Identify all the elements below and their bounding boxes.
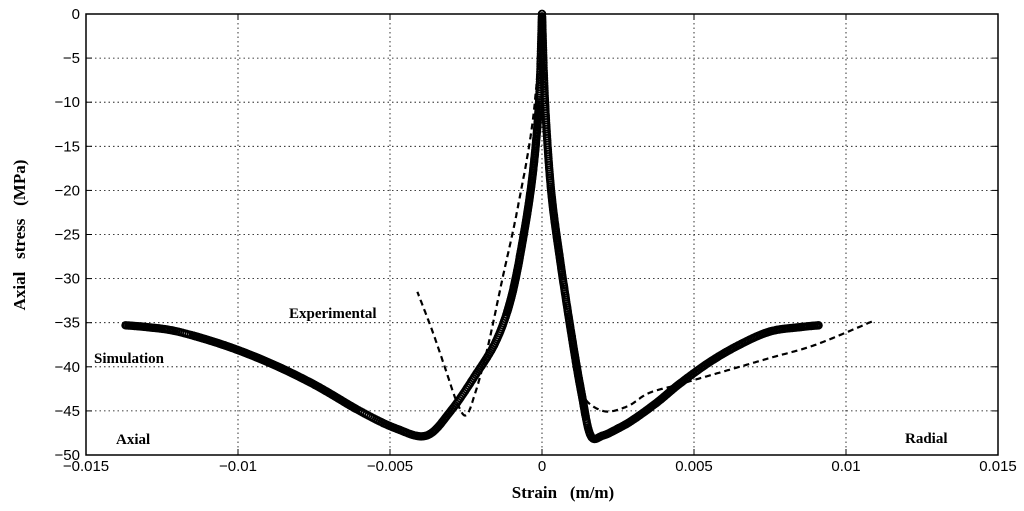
axis-ticks: −0.015 −0.01 −0.005 0 0.005 0.01 0.015 0 −5 −10 −1… [55, 6, 1017, 475]
simulation-annotation: Simulation [94, 351, 165, 367]
x-tick-label: 0.015 [979, 458, 1017, 475]
x-tick-label: −0.015 [63, 458, 109, 475]
simulation-point [539, 66, 548, 75]
simulation-point [121, 321, 130, 330]
y-tick-label: 0 [72, 6, 80, 23]
y-tick-label: −50 [55, 447, 80, 464]
simulation-point [539, 60, 548, 70]
plot-series [121, 9, 874, 444]
x-axis-label: Strain (m/m) [512, 483, 614, 502]
y-tick-label: −40 [55, 359, 80, 376]
y-tick-label: −15 [55, 138, 80, 155]
simulation-point [539, 71, 549, 80]
series-simulation-axial [121, 9, 547, 441]
simulation-point [814, 321, 823, 330]
y-tick-label: −35 [55, 315, 80, 332]
y-tick-label: −25 [55, 227, 80, 244]
y-tick-label: −5 [63, 50, 80, 67]
radial-annotation: Radial [905, 431, 948, 447]
experimental-curve [540, 13, 874, 413]
x-tick-label: 0.005 [675, 458, 713, 475]
y-axis-label: Axial stress (MPa) [10, 160, 29, 311]
experimental-annotation: Experimental [289, 306, 377, 322]
y-tick-label: −20 [55, 182, 80, 199]
series-experimental-radial [540, 13, 874, 413]
series-simulation-radial [537, 9, 823, 444]
axial-annotation: Axial [116, 432, 150, 448]
x-tick-label: −0.01 [219, 458, 257, 475]
y-tick-label: −10 [55, 94, 80, 111]
simulation-point [539, 63, 548, 73]
x-tick-label: 0 [538, 458, 546, 475]
y-tick-label: −30 [55, 271, 80, 288]
x-tick-label: 0.01 [831, 458, 860, 475]
y-tick-label: −45 [55, 403, 80, 420]
x-tick-label: −0.005 [367, 458, 413, 475]
